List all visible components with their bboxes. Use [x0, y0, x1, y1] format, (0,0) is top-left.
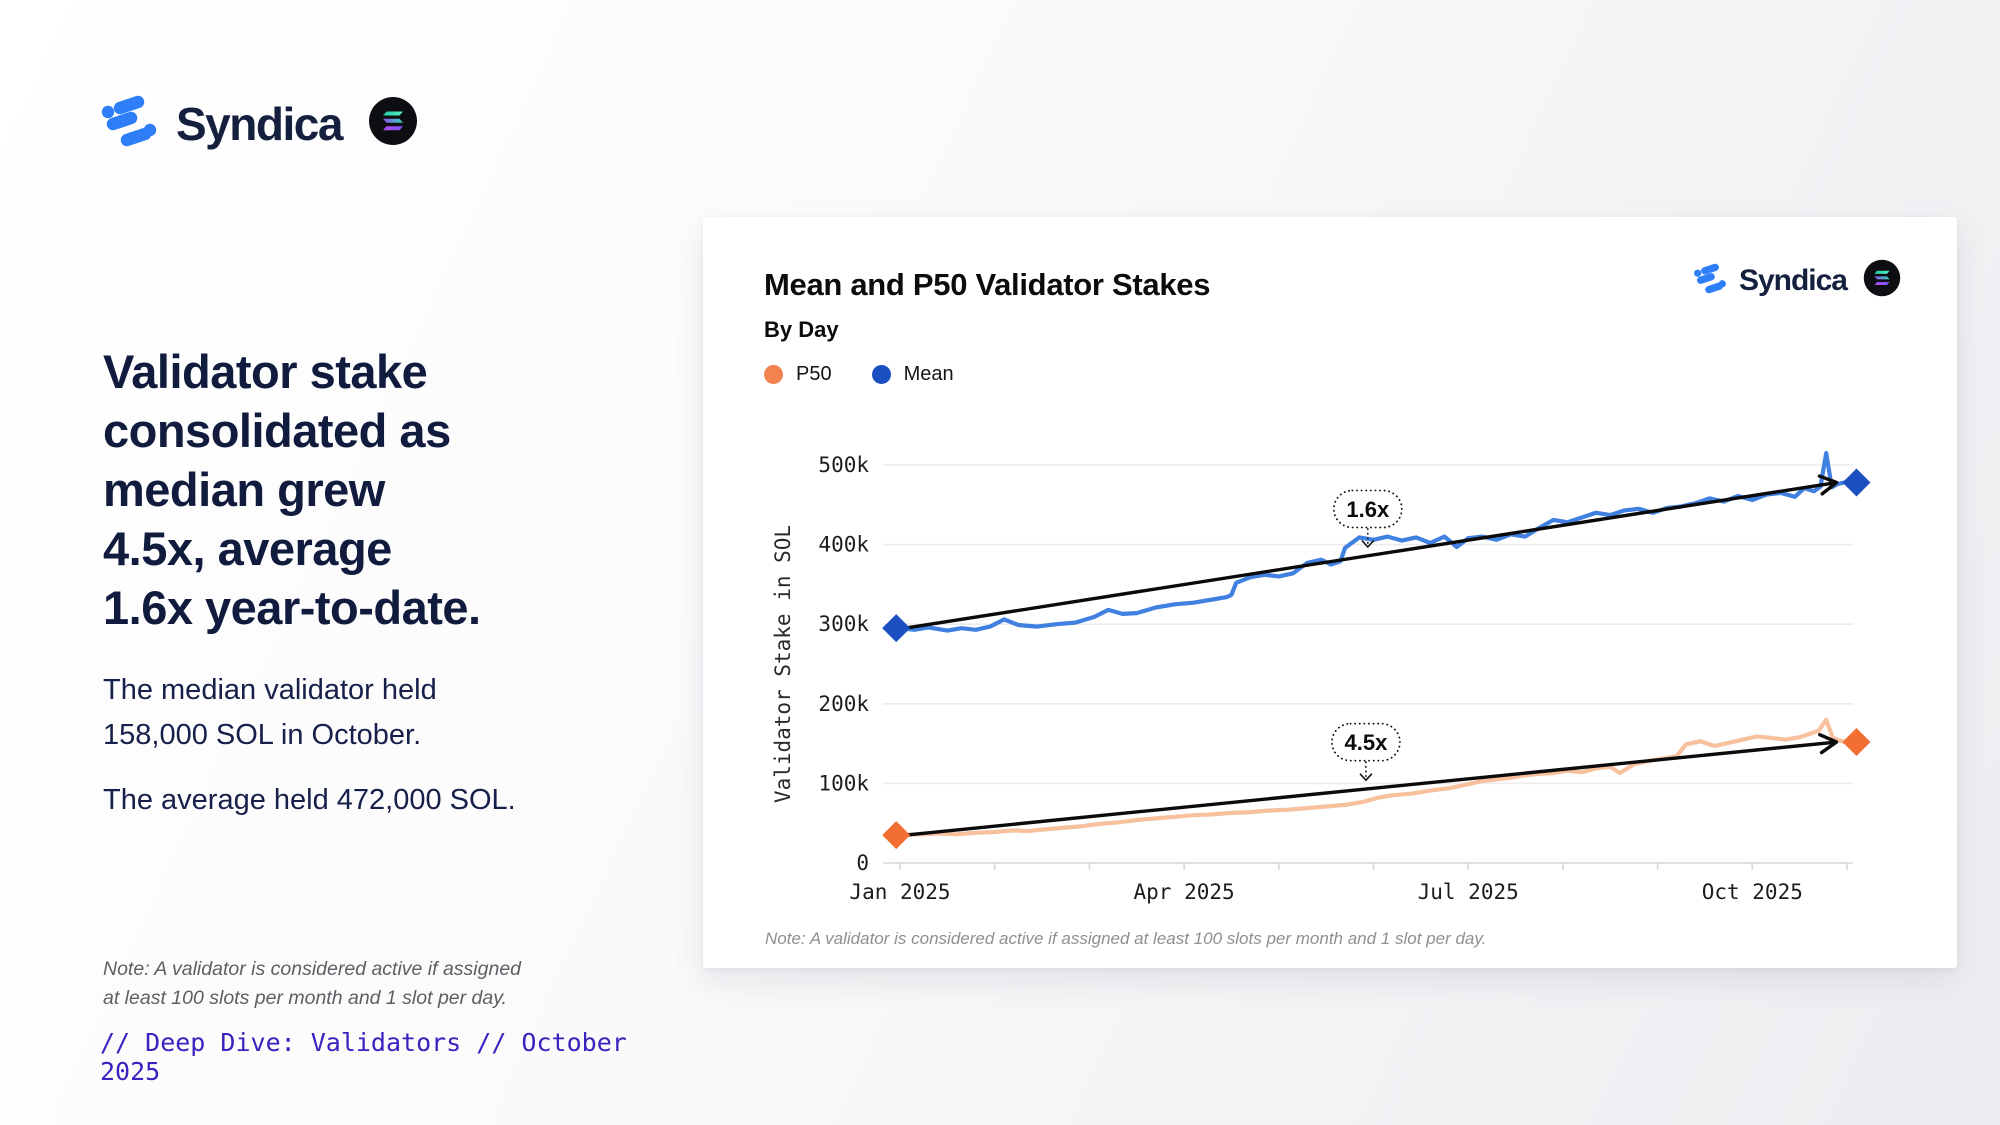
legend-item-mean: Mean	[871, 363, 954, 386]
left-footnote: Note: A validator is considered active i…	[103, 958, 522, 1010]
svg-text:Jan 2025: Jan 2025	[849, 880, 950, 904]
chart-legend: P50 Mean	[764, 363, 954, 386]
svg-text:300k: 300k	[818, 612, 869, 636]
brand-logo: Syndica	[100, 95, 418, 152]
syndica-mark-icon	[1693, 263, 1727, 299]
solana-badge-icon	[368, 96, 418, 151]
svg-text:500k: 500k	[818, 453, 869, 477]
legend-dot-mean-icon	[871, 365, 891, 384]
chart-note: Note: A validator is considered active i…	[765, 929, 1487, 948]
body-paragraph-average: The average held 472,000 SOL.	[103, 784, 516, 816]
svg-text:1.6x: 1.6x	[1346, 497, 1390, 522]
svg-text:200k: 200k	[818, 692, 869, 716]
solana-badge-icon	[1863, 259, 1901, 302]
left-panel: Syndica Val	[100, 0, 660, 1125]
svg-text:400k: 400k	[818, 533, 869, 557]
card-brand-logo: Syndica	[1693, 259, 1901, 302]
syndica-mark-icon	[100, 95, 158, 152]
svg-text:Jul 2025: Jul 2025	[1418, 880, 1519, 904]
page-title: Validator stake consolidated as median g…	[103, 345, 481, 634]
body-paragraph-median: The median validator held 158,000 SOL in…	[103, 674, 437, 751]
stakes-chart-svg: 0 100k 200k 300k 400k 500k Jan 2025 Apr 2025 Jul…	[771, 450, 1871, 904]
chart-title: Mean and P50 Validator Stakes	[764, 267, 1211, 302]
deep-dive-tag: // Deep Dive: Validators // October 2025	[100, 1028, 627, 1086]
svg-text:Oct 2025: Oct 2025	[1702, 880, 1803, 904]
svg-text:100k: 100k	[818, 771, 869, 795]
svg-text:0: 0	[856, 851, 869, 875]
svg-text:Apr 2025: Apr 2025	[1134, 880, 1235, 904]
syndica-wordmark: Syndica	[1738, 263, 1848, 297]
legend-dot-p50-icon	[764, 365, 783, 384]
chart-subtitle: By Day	[764, 317, 839, 342]
svg-text:Validator Stake in SOL: Validator Stake in SOL	[771, 525, 795, 803]
chart-card: Mean and P50 Validator Stakes By Day P50…	[703, 217, 1957, 968]
legend-label-p50: P50	[796, 363, 832, 385]
syndica-wordmark: Syndica	[176, 97, 343, 150]
svg-text:4.5x: 4.5x	[1345, 730, 1389, 755]
legend-label-mean: Mean	[903, 363, 954, 385]
legend-item-p50: P50	[764, 363, 832, 386]
